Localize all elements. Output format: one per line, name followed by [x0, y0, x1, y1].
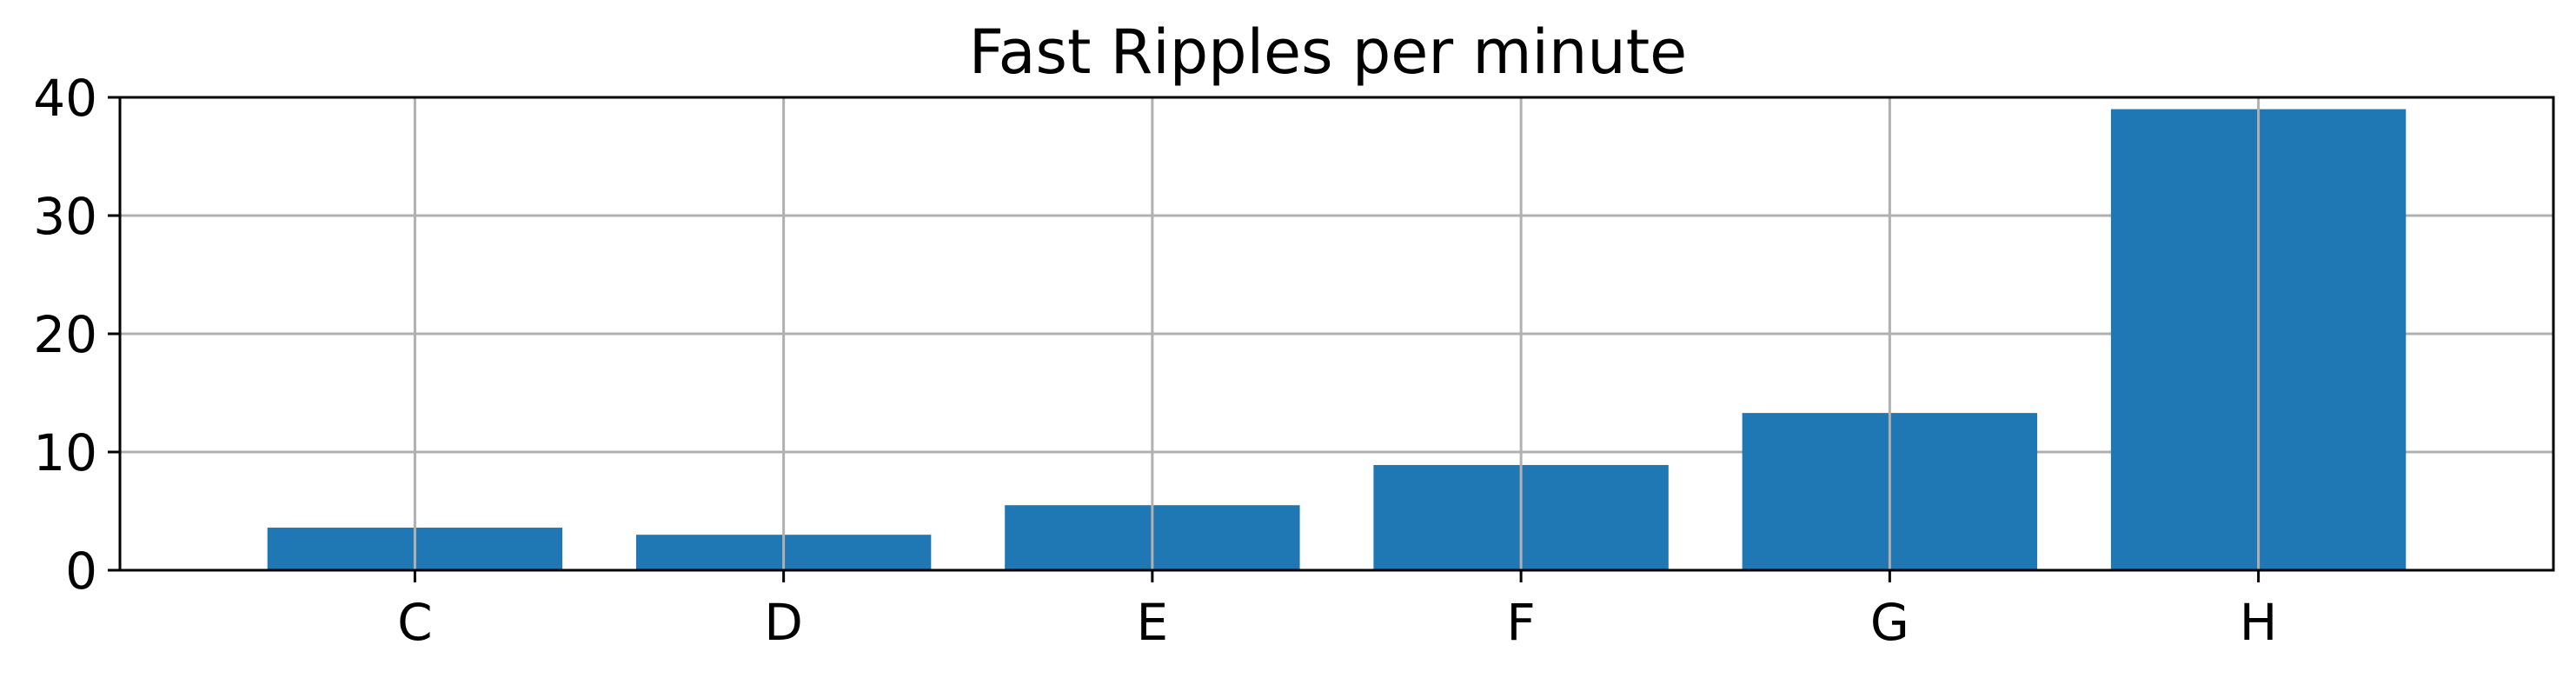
- y-tick-label: 30: [33, 187, 97, 246]
- y-tick-label: 40: [33, 69, 97, 128]
- x-tick-label: H: [2240, 593, 2278, 652]
- y-tick-label: 20: [33, 305, 97, 364]
- y-tick-label: 10: [33, 423, 97, 482]
- x-tick-label: F: [1506, 593, 1535, 652]
- x-tick-label: D: [764, 593, 803, 652]
- x-tick-label: C: [397, 593, 433, 652]
- axis-ticks: 0 10 20 30 40 C D E F G H: [33, 69, 2277, 652]
- x-tick-label: G: [1870, 593, 1909, 652]
- bars: [267, 109, 2407, 571]
- grid-lines-over-bars: [413, 97, 2261, 570]
- x-tick-label: E: [1137, 593, 1169, 652]
- chart-title: Fast Ripples per minute: [969, 17, 1688, 88]
- y-tick-label: 0: [65, 542, 97, 601]
